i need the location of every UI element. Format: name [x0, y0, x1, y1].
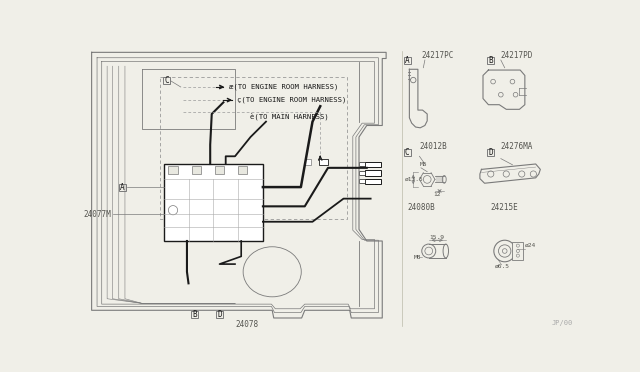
Text: B: B	[488, 55, 493, 64]
Text: 24276MA: 24276MA	[501, 142, 533, 151]
Text: C: C	[164, 76, 169, 85]
Text: 24215E: 24215E	[491, 203, 518, 212]
Bar	[168, 166, 178, 174]
Text: 24077M: 24077M	[84, 209, 111, 218]
Text: ø13.5: ø13.5	[404, 177, 424, 182]
Text: 12: 12	[433, 192, 441, 196]
Bar	[163, 77, 170, 84]
Bar	[487, 57, 494, 64]
Text: B: B	[193, 310, 197, 319]
Text: 24078: 24078	[235, 320, 258, 328]
Text: 24217PD: 24217PD	[501, 51, 533, 60]
Text: C: C	[404, 148, 410, 157]
Text: A: A	[404, 55, 410, 64]
Text: 15.9: 15.9	[430, 235, 445, 240]
Bar	[215, 166, 224, 174]
Text: D: D	[217, 310, 222, 319]
Text: æ(TO ENGINE ROOM HARNESS): æ(TO ENGINE ROOM HARNESS)	[229, 84, 338, 90]
Bar	[359, 171, 365, 175]
Bar	[359, 163, 365, 166]
Text: è(TO MAIN HARNESS): è(TO MAIN HARNESS)	[250, 112, 329, 120]
Bar	[404, 57, 410, 64]
Bar	[487, 149, 494, 156]
Text: ç(TO ENGINE ROOM HARNESS): ç(TO ENGINE ROOM HARNESS)	[237, 97, 346, 103]
Text: 24217PC: 24217PC	[421, 51, 453, 60]
Text: JP/00: JP/00	[551, 320, 572, 326]
Bar	[319, 158, 328, 165]
Bar	[164, 164, 263, 241]
Bar	[365, 179, 381, 184]
Bar	[513, 242, 524, 260]
Bar	[359, 179, 365, 183]
Bar	[216, 311, 223, 318]
Bar	[191, 166, 201, 174]
Text: 24012B: 24012B	[419, 142, 447, 151]
Bar	[404, 149, 410, 156]
Text: M6: M6	[419, 161, 427, 167]
Bar	[238, 166, 248, 174]
Text: 24080B: 24080B	[407, 203, 435, 212]
Text: ø6.5: ø6.5	[495, 264, 511, 269]
Bar	[119, 184, 126, 190]
Text: ø24: ø24	[525, 243, 536, 248]
Text: M8: M8	[414, 255, 422, 260]
Bar	[365, 170, 381, 176]
Bar	[365, 162, 381, 167]
Bar	[160, 77, 348, 219]
Text: A: A	[120, 183, 125, 192]
Bar	[191, 311, 198, 318]
Bar	[305, 158, 311, 165]
Text: D: D	[488, 148, 493, 157]
